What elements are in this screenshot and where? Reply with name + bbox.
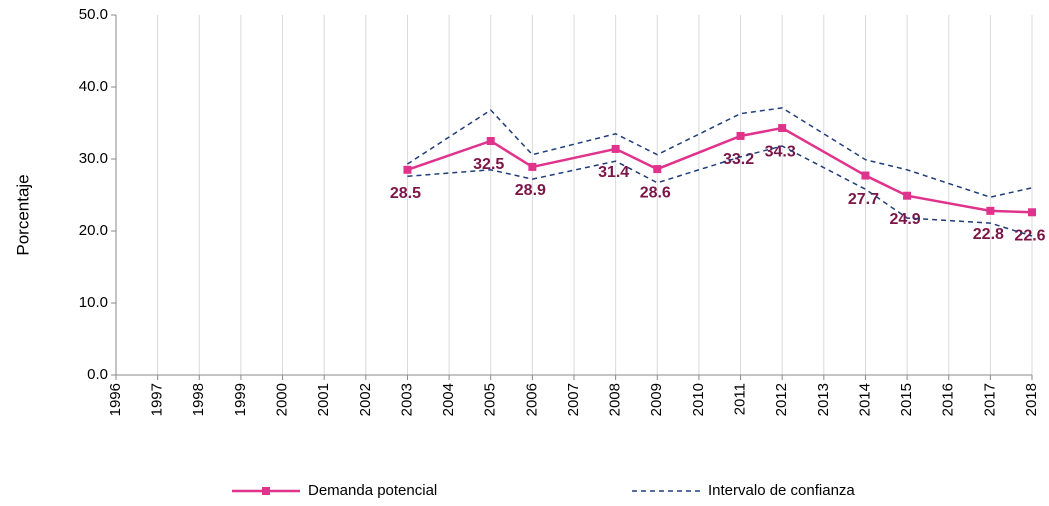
ci-lower-line	[407, 145, 1033, 237]
y-tick-label: 10.0	[79, 294, 108, 311]
y-tick-label: 50.0	[79, 6, 108, 23]
data-label: 34.3	[765, 143, 796, 160]
x-tick-label: 2015	[898, 383, 915, 416]
point	[903, 191, 912, 200]
point	[986, 206, 995, 215]
x-tick-label: 2016	[940, 383, 957, 416]
x-tick-label: 2007	[565, 383, 582, 416]
x-tick-label: 2013	[815, 383, 832, 416]
y-axis-label: Porcentaje	[13, 174, 32, 255]
data-label: 28.6	[640, 184, 671, 201]
x-tick-label: 1999	[232, 383, 249, 416]
y-tick-label: 0.0	[87, 366, 108, 383]
legend-label: Demanda potencial	[308, 482, 437, 499]
x-tick-label: 2017	[981, 383, 998, 416]
point	[778, 124, 787, 133]
x-tick-label: 2003	[398, 383, 415, 416]
point	[611, 144, 620, 153]
x-tick-label: 2000	[274, 383, 291, 416]
x-tick-label: 2010	[690, 383, 707, 416]
x-tick-label: 2011	[732, 383, 749, 415]
x-tick-label: 2006	[523, 383, 540, 416]
y-tick-label: 30.0	[79, 150, 108, 167]
x-tick-label: 1997	[149, 383, 166, 416]
x-tick-label: 2014	[856, 383, 873, 416]
x-tick-label: 2009	[648, 383, 665, 416]
x-tick-label: 2002	[357, 383, 374, 416]
data-label: 28.5	[390, 185, 421, 202]
legend-label: Intervalo de confianza	[708, 482, 855, 499]
point	[528, 162, 537, 171]
data-label: 33.2	[723, 151, 754, 168]
data-label: 22.8	[973, 226, 1004, 243]
ci-upper-line	[407, 107, 1033, 198]
point	[486, 137, 495, 145]
x-tick-label: 1996	[107, 383, 124, 416]
point	[1028, 208, 1036, 217]
legend-marker	[262, 487, 270, 495]
x-tick-label: 1998	[190, 383, 207, 416]
point	[736, 131, 745, 140]
x-tick-label: 2008	[607, 383, 624, 416]
x-tick-label: 2012	[773, 383, 790, 416]
x-tick-label: 2005	[482, 383, 499, 416]
data-label: 31.4	[598, 164, 629, 181]
data-label: 27.7	[848, 191, 879, 208]
point	[861, 171, 870, 180]
x-tick-label: 2004	[440, 383, 457, 416]
data-label: 24.9	[890, 211, 921, 228]
data-label: 32.5	[473, 156, 504, 173]
y-tick-label: 20.0	[79, 222, 108, 239]
y-tick-label: 40.0	[79, 78, 108, 95]
data-label: 28.9	[515, 182, 546, 199]
point	[403, 165, 412, 174]
x-tick-label: 2018	[1023, 383, 1040, 416]
x-tick-label: 2001	[315, 383, 332, 416]
point	[653, 165, 662, 174]
